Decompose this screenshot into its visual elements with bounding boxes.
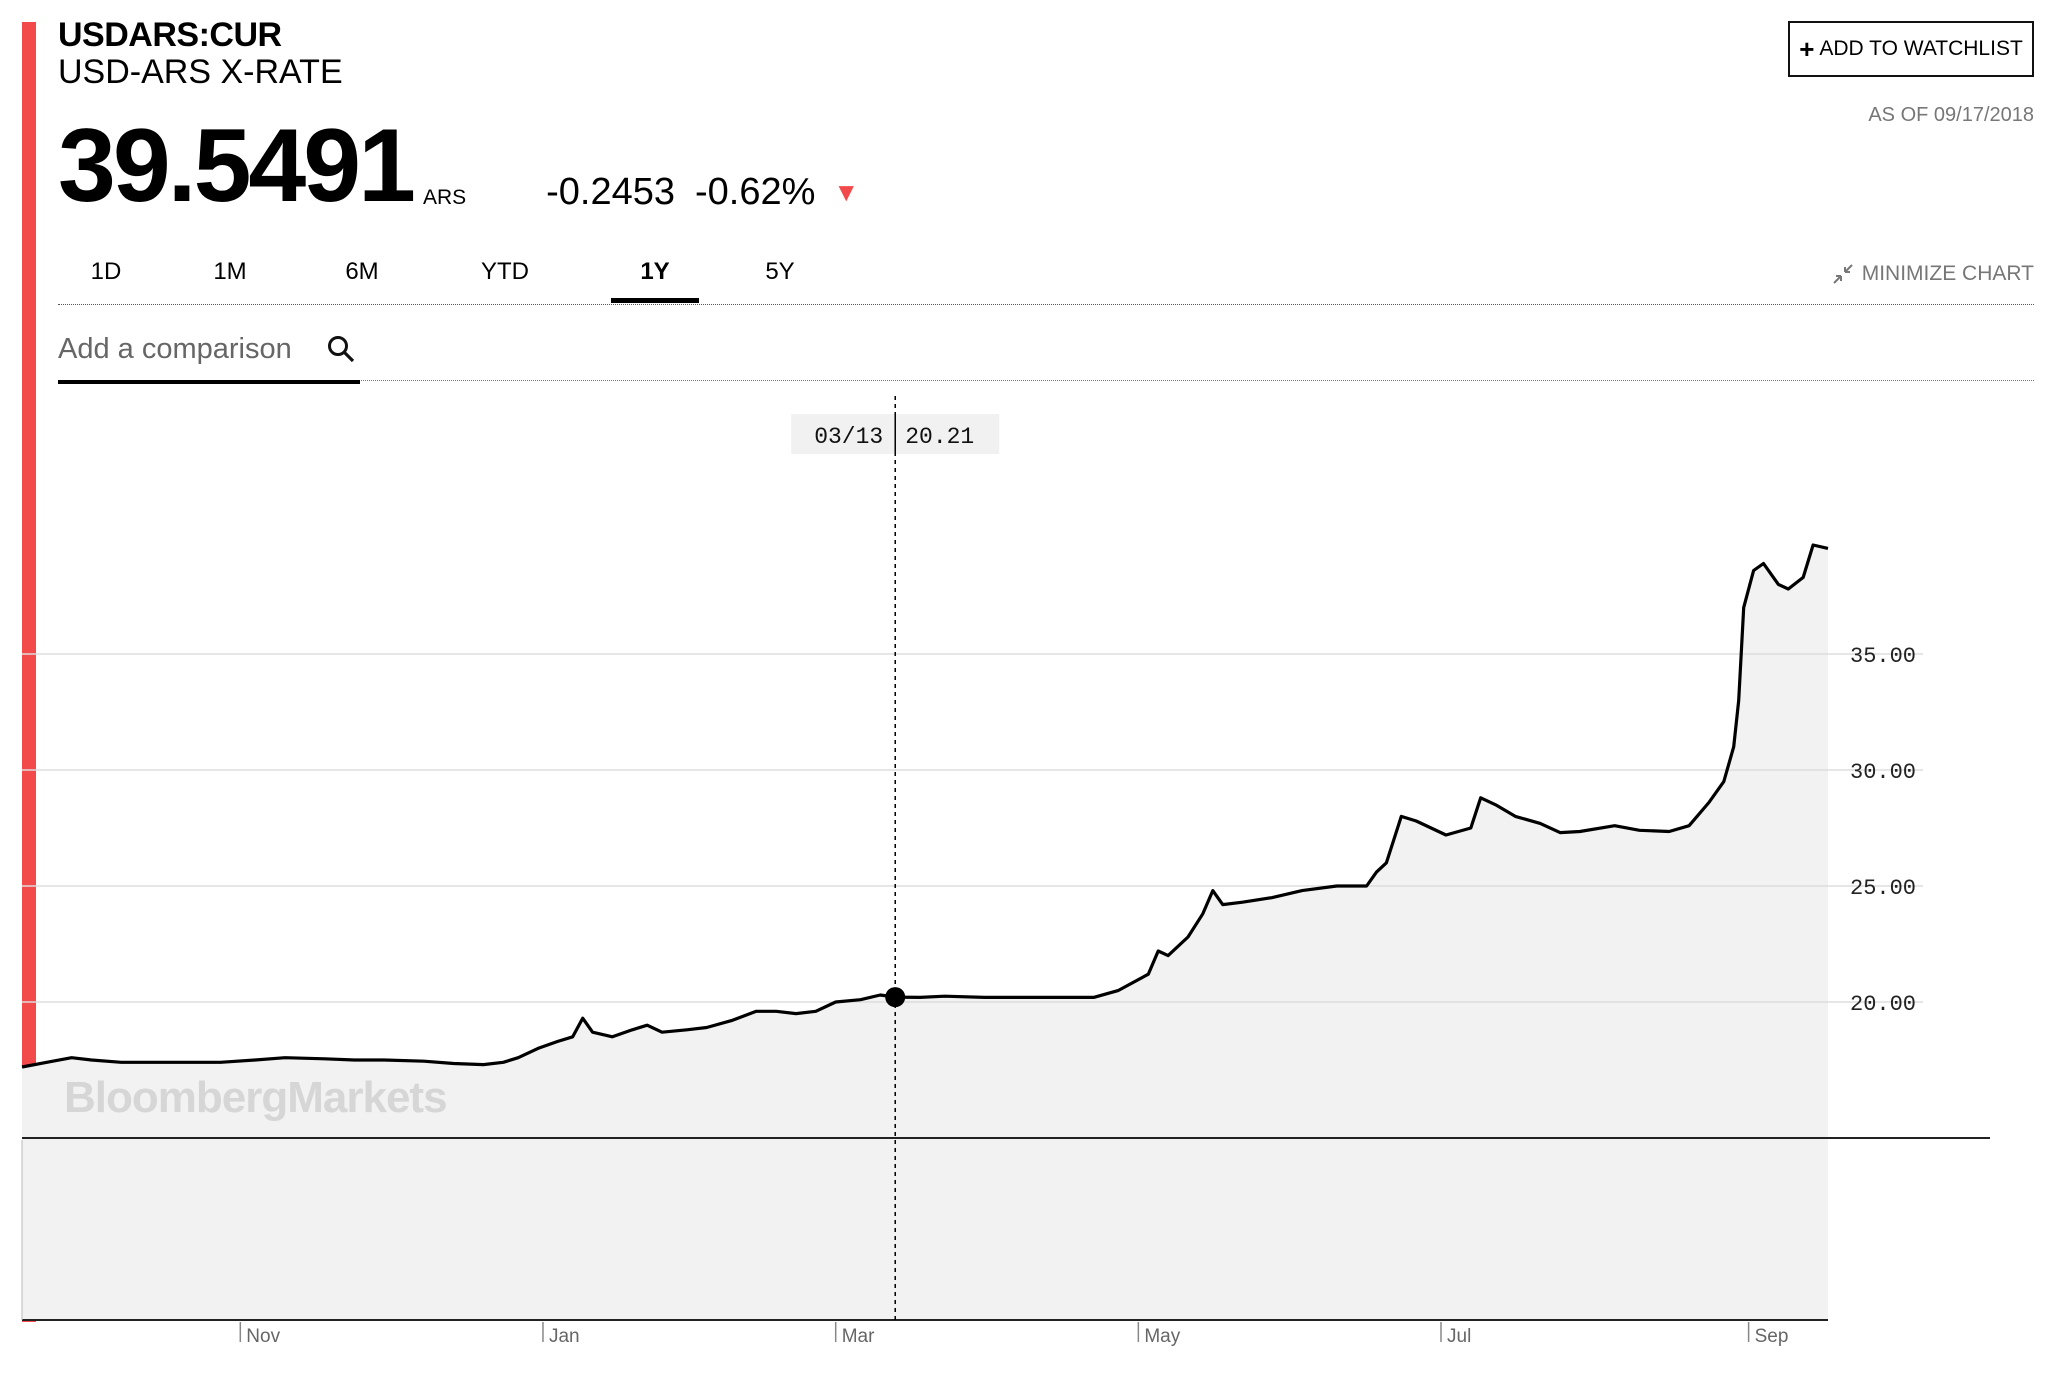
search-icon[interactable] <box>326 334 356 364</box>
accent-bar <box>22 22 36 1322</box>
bloomberg-watermark: BloombergMarkets <box>64 1073 447 1122</box>
crosshair-point <box>885 987 906 1008</box>
as-of-date: AS OF 09/17/2018 <box>1868 104 2034 126</box>
crosshair-value-label: 20.21 <box>905 424 974 450</box>
tab-5y[interactable]: 5Y <box>765 258 795 285</box>
minimize-chart-button[interactable]: MINIMIZE CHART <box>1832 262 2034 286</box>
price-change: -0.2453 <box>546 171 676 213</box>
x-tick-label: Jul <box>1447 1326 1471 1347</box>
tab-1y[interactable]: 1Y <box>640 258 670 285</box>
price-currency: ARS <box>422 186 467 209</box>
down-arrow-icon: ▼ <box>833 177 860 207</box>
add-to-watchlist-button[interactable]: + ADD TO WATCHLIST <box>1788 21 2034 77</box>
y-tick-label: 20.00 <box>1850 992 1916 1017</box>
y-tick-label: 30.00 <box>1850 760 1916 785</box>
tab-ytd[interactable]: YTD <box>481 258 529 285</box>
instrument-name: USD-ARS X-RATE <box>58 53 343 91</box>
minimize-chart-label: MINIMIZE CHART <box>1861 262 2034 285</box>
plus-icon: + <box>1799 33 1815 64</box>
tab-1d[interactable]: 1D <box>90 258 122 285</box>
x-tick-label: Sep <box>1755 1326 1789 1347</box>
price-line <box>21 543 1829 1069</box>
x-tick-label: Nov <box>246 1326 280 1347</box>
x-tick-label: Jan <box>549 1326 580 1347</box>
comparison-placeholder: Add a comparison <box>58 332 292 365</box>
x-tick-label: May <box>1144 1326 1180 1347</box>
y-tick-label: 25.00 <box>1850 876 1916 901</box>
add-to-watchlist-label: ADD TO WATCHLIST <box>1819 37 2023 60</box>
last-price: 39.5491 <box>58 108 416 224</box>
crosshair-date-label: 03/13 <box>814 424 883 450</box>
active-tab-indicator <box>611 298 699 303</box>
tab-1m[interactable]: 1M <box>213 258 247 285</box>
time-range-tabs: 1D 1M 6M YTD 1Y 5Y MINIMIZE CHART <box>58 250 2034 305</box>
comparison-bar: Add a comparison <box>58 318 2034 384</box>
x-tick-label: Mar <box>842 1326 875 1347</box>
price-row: 39.5491 ARS -0.2453 -0.62% ▼ <box>58 108 860 224</box>
comparison-search-input[interactable]: Add a comparison <box>58 318 360 384</box>
price-change-percent: -0.62% <box>695 171 816 213</box>
tab-6m[interactable]: 6M <box>345 258 379 285</box>
price-chart[interactable]: 20.00 25.00 30.00 35.00 Nov Jan Mar May Jul Sep Bl… <box>0 390 2056 1350</box>
y-tick-label: 35.00 <box>1850 644 1916 669</box>
ticker-symbol: USDARS:CUR <box>58 16 282 54</box>
minimize-icon <box>1833 264 1853 284</box>
price-area <box>22 545 1828 1320</box>
